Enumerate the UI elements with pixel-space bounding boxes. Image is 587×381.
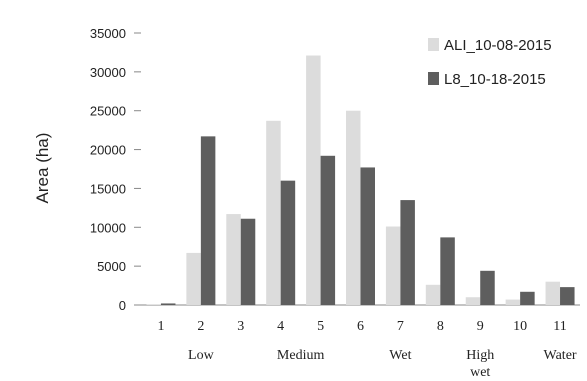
legend-swatch [428, 38, 439, 51]
bar-l8-9 [480, 270, 495, 305]
x-tick-label: 3 [237, 319, 244, 334]
y-tick-label: 25000 [90, 104, 126, 119]
group-label: Wet [389, 348, 411, 363]
group-label: Water [544, 348, 577, 363]
y-tick-label: 30000 [90, 65, 126, 80]
bar-l8-8 [440, 237, 455, 305]
y-tick-label: 10000 [90, 220, 126, 235]
y-tick-label: 15000 [90, 181, 126, 196]
group-label: Low [188, 348, 215, 363]
bar-l8-6 [360, 167, 375, 305]
group-labels: Low Medium Wet High wet Water [188, 348, 577, 380]
x-tick-label: 10 [513, 319, 527, 334]
x-tick-label: 11 [553, 319, 566, 334]
x-tick-label: 8 [437, 319, 444, 334]
bar-ali-1 [146, 304, 161, 305]
bar-ali-10 [505, 299, 521, 305]
legend-label: L8_10-18-2015 [444, 71, 546, 88]
bar-ali-11 [545, 281, 561, 305]
bar-l8-5 [320, 155, 336, 305]
bar-l8-7 [400, 200, 415, 305]
y-tick-label: 20000 [90, 143, 126, 158]
y-axis-title-group: Area (ha) [33, 133, 52, 204]
x-axis-ticks: 1 2 3 4 5 6 7 8 9 10 11 [157, 319, 566, 334]
bar-l8-3 [240, 218, 256, 305]
bar-ali-8 [425, 284, 441, 305]
legend-swatch [428, 72, 439, 85]
bar-ali-3 [226, 214, 241, 305]
bar-l8-1 [160, 303, 176, 305]
bar-ali-4 [266, 120, 281, 306]
group-label: High [466, 348, 494, 363]
bar-l8-2 [200, 136, 216, 305]
bar-ali-9 [465, 297, 481, 305]
y-tick-label: 35000 [90, 26, 126, 41]
group-label: Medium [277, 348, 325, 363]
bar-l8-10 [520, 291, 535, 305]
x-tick-label: 1 [157, 319, 164, 334]
x-tick-label: 5 [317, 319, 324, 334]
bars [146, 55, 575, 306]
y-axis-ticks: 0 5000 10000 15000 20000 25000 30000 35000 [90, 26, 141, 313]
bar-ali-7 [385, 226, 401, 305]
bar-l8-4 [280, 180, 296, 305]
legend: ALI_10-08-2015 L8_10-18-2015 [428, 37, 552, 88]
x-tick-label: 9 [477, 319, 484, 334]
bar-l8-11 [560, 287, 575, 305]
x-tick-label: 7 [397, 319, 404, 334]
y-tick-label: 5000 [97, 259, 126, 274]
x-tick-label: 4 [277, 319, 284, 334]
y-axis-title: Area (ha) [33, 133, 52, 204]
x-tick-label: 2 [197, 319, 204, 334]
group-label-line2: wet [470, 365, 490, 380]
x-tick-label: 6 [357, 319, 364, 334]
legend-label: ALI_10-08-2015 [444, 37, 552, 54]
y-tick-label: 0 [119, 298, 126, 313]
bar-ali-6 [346, 110, 361, 305]
bar-ali-5 [306, 55, 321, 306]
bar-ali-2 [186, 252, 201, 305]
